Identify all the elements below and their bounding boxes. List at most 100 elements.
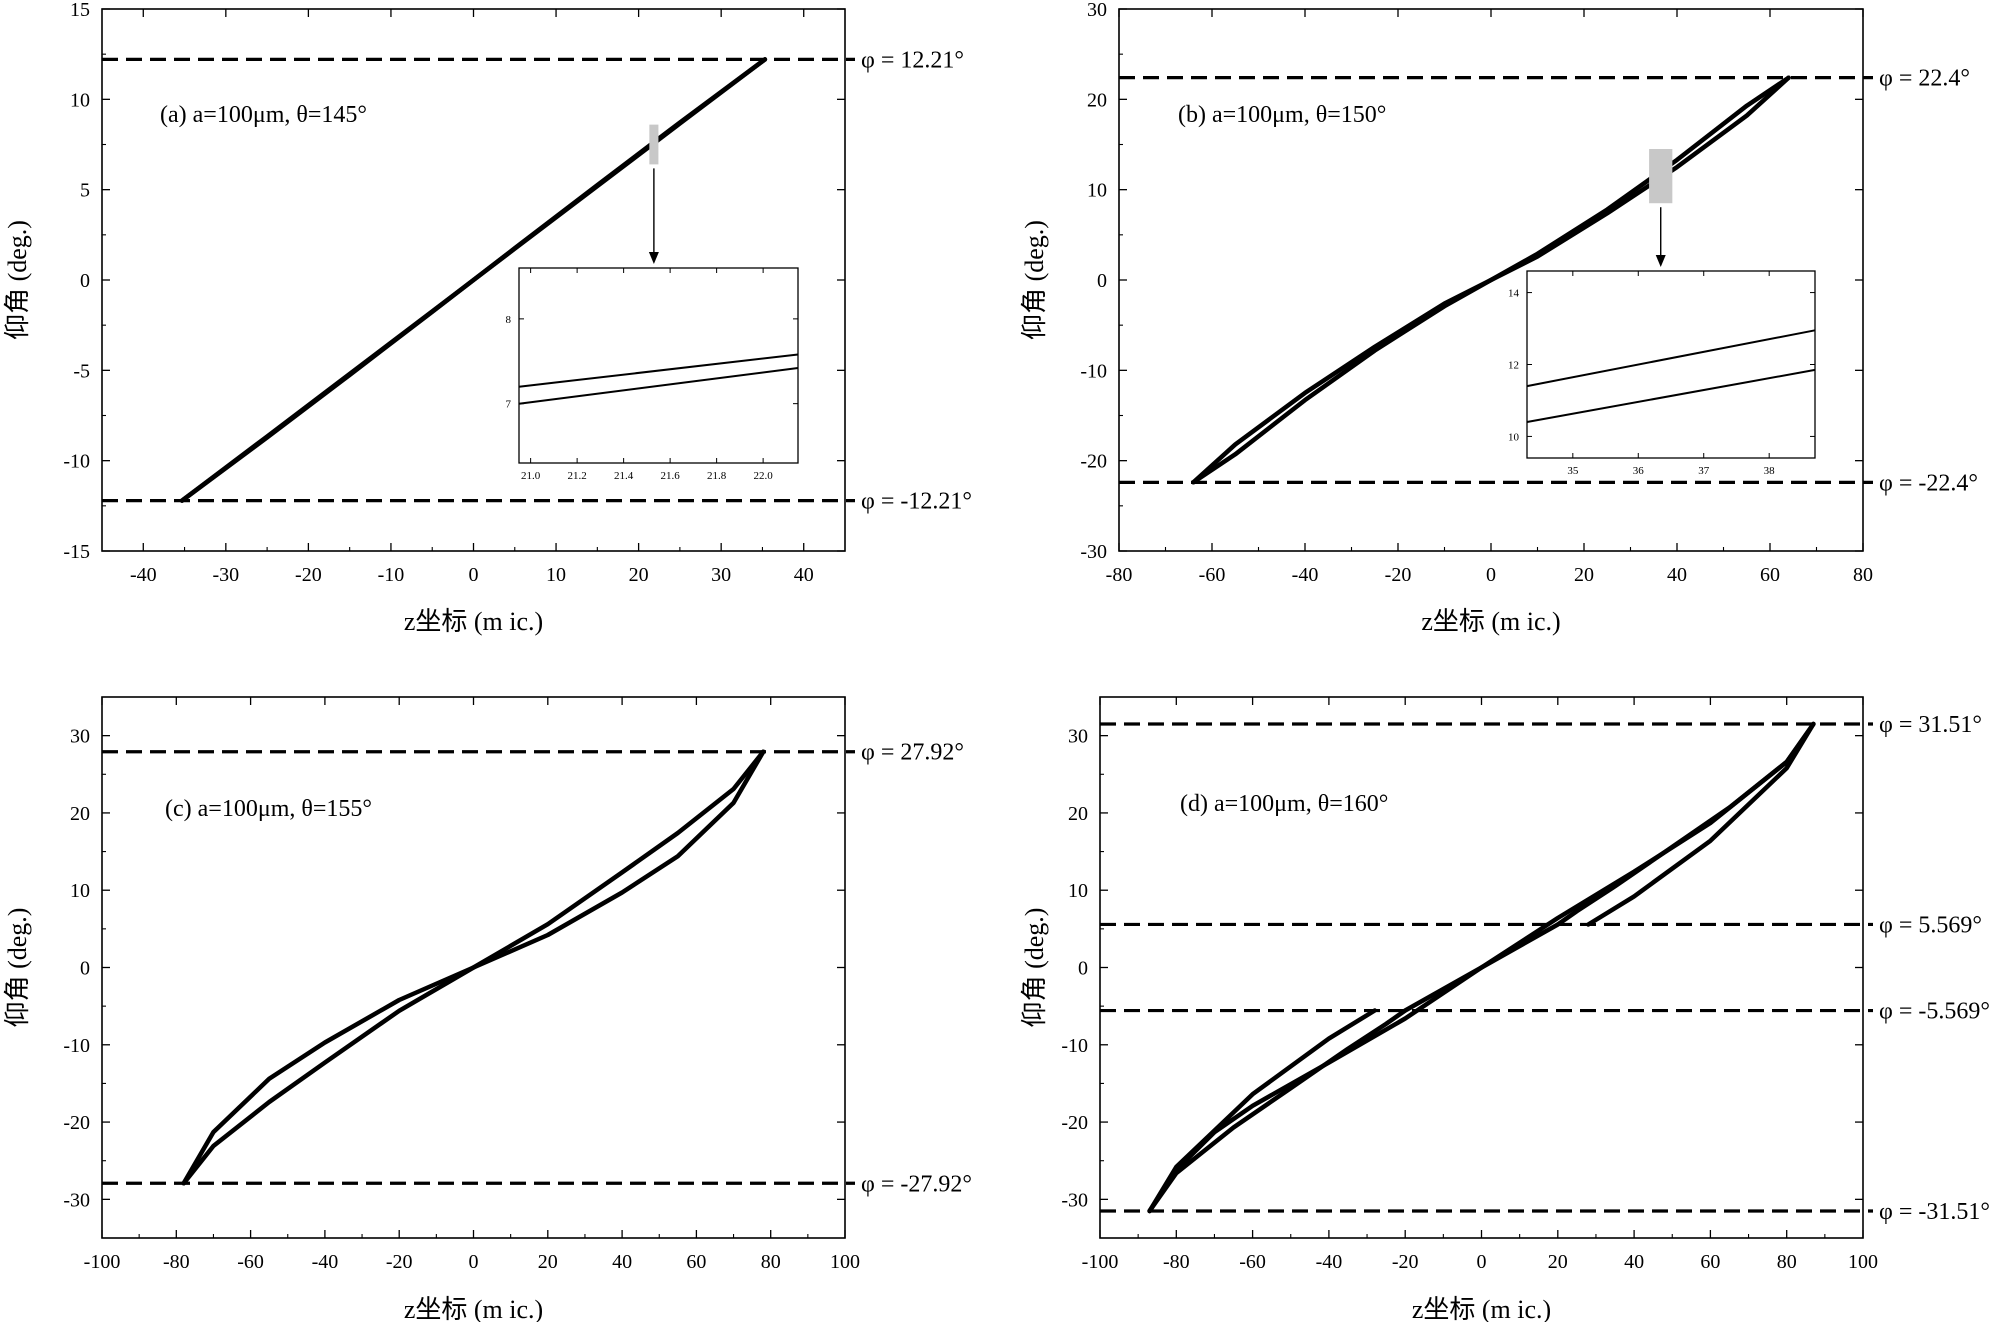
y-tick-label: -20: [63, 1112, 90, 1134]
inset-x-tick-label: 21.8: [707, 470, 727, 482]
inset-x-tick-label: 21.2: [568, 470, 587, 482]
y-tick-label: -10: [1080, 360, 1107, 382]
y-tick-label: -10: [63, 1035, 90, 1057]
inset-x-tick-label: 22.0: [754, 470, 774, 482]
y-tick-label: 20: [1068, 803, 1088, 825]
x-tick-label: 60: [1700, 1251, 1720, 1273]
x-axis-title: z坐标 (m ic.): [404, 1295, 543, 1322]
y-tick-label: 0: [1097, 270, 1107, 292]
x-tick-label: -40: [130, 564, 157, 586]
inset-y-tick-label: 14: [1508, 288, 1520, 300]
threshold-label: φ = 27.92°: [861, 740, 964, 766]
x-axis-title: z坐标 (m ic.): [1412, 1295, 1551, 1322]
x-tick-label: 10: [546, 564, 566, 586]
inset-x-tick-label: 35: [1567, 465, 1579, 477]
panel-a: -40 -30 -20 -10 0 10 20 30 40 -15 -10 -5 0 5 10 15 z坐标 (…: [3, 0, 972, 636]
inset-x-tick-label: 21.4: [614, 470, 634, 482]
inset-y-tick-label: 8: [506, 314, 512, 326]
x-tick-label: 60: [686, 1251, 706, 1273]
x-tick-label: 20: [538, 1251, 558, 1273]
zoom-arrowhead: [648, 252, 659, 264]
y-tick-label: 0: [80, 270, 90, 292]
x-tick-label: 20: [1574, 564, 1594, 586]
series-line: [1147, 721, 1816, 1214]
threshold-label: φ = -22.4°: [1879, 470, 1978, 496]
y-tick-label: 30: [1068, 726, 1088, 748]
x-tick-label: -40: [312, 1251, 339, 1273]
x-tick-label: -20: [295, 564, 322, 586]
y-tick-label: -20: [1061, 1112, 1088, 1134]
x-tick-label: 100: [1848, 1251, 1878, 1273]
inset-zoom: 21.0 21.2 21.4 21.6 21.8 22.0 7 8: [506, 267, 799, 482]
x-tick-label: -100: [84, 1251, 121, 1273]
x-tick-label: -80: [1163, 1251, 1190, 1273]
y-axis-title: 仰角 (deg.): [3, 908, 32, 1028]
series-line: [1191, 75, 1791, 485]
inset-x-tick-label: 37: [1698, 465, 1710, 477]
y-tick-label: 10: [70, 880, 90, 902]
y-tick-label: 5: [80, 180, 90, 202]
x-tick-label: -80: [1106, 564, 1133, 586]
series-line: [181, 749, 766, 1186]
x-tick-label: 20: [629, 564, 649, 586]
y-tick-label: 20: [1087, 89, 1107, 111]
inset-x-tick-label: 38: [1764, 465, 1776, 477]
x-tick-label: -100: [1082, 1251, 1119, 1273]
x-tick-label: -40: [1292, 564, 1319, 586]
y-tick-label: 10: [1068, 880, 1088, 902]
y-tick-label: 20: [70, 803, 90, 825]
x-tick-label: 40: [794, 564, 814, 586]
inset-series-line: [518, 353, 799, 388]
panel-annotation: (b) a=100μm, θ=150°: [1178, 102, 1386, 128]
x-tick-label: 0: [469, 564, 479, 586]
threshold-label: φ = 22.4°: [1879, 66, 1970, 92]
y-tick-label: -10: [63, 451, 90, 473]
panel-d: -100 -80 -60 -40 -20 0 20 40 60 80 100-30-20-10010…: [1020, 696, 1990, 1324]
x-tick-label: 20: [1548, 1251, 1568, 1273]
threshold-label: φ = -12.21°: [861, 489, 972, 515]
y-tick-label: 30: [1087, 0, 1107, 21]
x-tick-label: 40: [612, 1251, 632, 1273]
panel-annotation: (a) a=100μm, θ=145°: [160, 102, 367, 128]
x-tick-label: 80: [1853, 564, 1873, 586]
panel-annotation: (c) a=100μm, θ=155°: [165, 796, 372, 822]
x-tick-label: 0: [1486, 564, 1496, 586]
series-line: [1147, 1008, 1377, 1214]
y-tick-label: -10: [1061, 1035, 1088, 1057]
y-tick-label: 0: [80, 958, 90, 980]
panel-b: -80 -60 -40 -20 0 20 40 60 80 -30 -20 -10 0 10 20 30 z坐标…: [1020, 0, 1978, 636]
inset-y-tick-label: 10: [1508, 431, 1520, 443]
y-tick-label: 10: [1087, 180, 1107, 202]
inset-series-line: [1526, 329, 1816, 388]
inset-series-line: [1526, 368, 1816, 423]
series-line: [1586, 721, 1816, 927]
threshold-label: φ = -27.92°: [861, 1171, 972, 1197]
threshold-label: φ = 31.51°: [1879, 712, 1982, 738]
x-tick-label: -20: [1392, 1251, 1419, 1273]
x-axis-title: z坐标 (m ic.): [404, 607, 543, 636]
y-tick-label: 15: [70, 0, 90, 21]
threshold-label: φ = 12.21°: [861, 47, 964, 73]
y-tick-label: -30: [1061, 1189, 1088, 1211]
threshold-label: φ = -31.51°: [1879, 1199, 1990, 1225]
x-tick-label: -60: [1199, 564, 1226, 586]
zoom-region-marker: [1649, 149, 1673, 204]
y-axis-title: 仰角 (deg.): [1020, 220, 1049, 340]
zoom-region-marker: [649, 124, 659, 165]
y-tick-label: -5: [73, 360, 90, 382]
inset-x-tick-label: 21.6: [661, 470, 681, 482]
inset-y-tick-label: 12: [1508, 360, 1519, 372]
y-tick-label: 0: [1078, 958, 1088, 980]
y-tick-label: 30: [70, 726, 90, 748]
inset-series-line: [518, 367, 799, 405]
x-tick-label: -60: [237, 1251, 264, 1273]
x-tick-label: 40: [1624, 1251, 1644, 1273]
y-tick-label: -30: [1080, 541, 1107, 563]
threshold-label: φ = -5.569°: [1879, 999, 1990, 1025]
x-tick-label: -20: [1385, 564, 1412, 586]
x-tick-label: 0: [469, 1251, 479, 1273]
y-axis-title: 仰角 (deg.): [1020, 908, 1049, 1028]
x-tick-label: -10: [378, 564, 405, 586]
